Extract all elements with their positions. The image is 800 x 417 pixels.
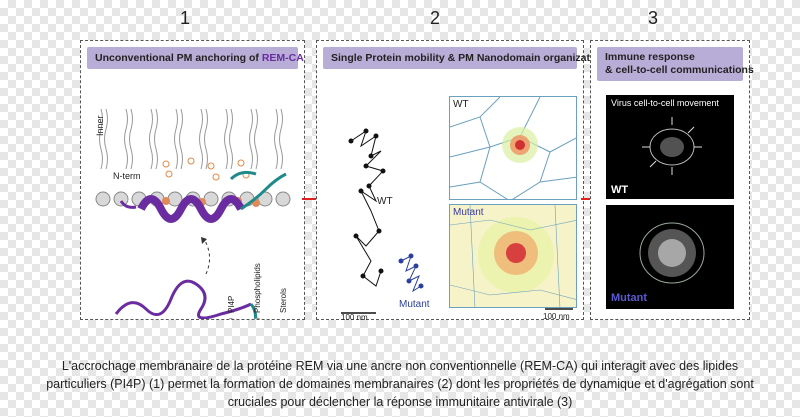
virus-spread-wt — [642, 117, 702, 175]
panel3-header: Immune response & cell-to-cell communica… — [597, 47, 754, 81]
legend-phospholipids: Phospholipids — [253, 263, 262, 313]
legend-sterols: Sterols — [279, 288, 288, 313]
sterol-loops — [162, 157, 250, 181]
figure-caption: L'accrochage membranaire de la protéine … — [10, 357, 790, 411]
panel1-title: Unconventional PM anchoring of — [95, 52, 259, 64]
panel3-mutant-label: Mutant — [611, 292, 648, 304]
legend-icons — [228, 317, 260, 319]
caption-line-1: L'accrochage membranaire de la protéine … — [61, 359, 739, 373]
virus-image-mutant — [606, 205, 734, 309]
rem-ca-helix — [119, 170, 287, 223]
transition-arrow — [203, 238, 210, 275]
legend-pi4p: PI4P — [227, 295, 236, 313]
map-mutant-label: Mutant — [453, 207, 484, 218]
virus-image-wt — [606, 95, 734, 199]
nterm-label: N-term — [113, 171, 141, 181]
caption-line-3: cruciales pour déclencher la réponse imm… — [227, 395, 573, 409]
step-number-2: 2 — [430, 8, 441, 28]
scale-bar-right — [545, 308, 573, 310]
step-number-1: 1 — [180, 8, 191, 28]
panel-membrane-anchoring: Unconventional PM anchoring of REM-CA — [80, 40, 305, 320]
wt-track — [348, 128, 386, 287]
voronoi-wt — [450, 97, 576, 199]
panel-nanodomain: Single Protein mobility & PM Nanodomain … — [316, 40, 606, 322]
panel2-header: Single Protein mobility & PM Nanodomain … — [323, 47, 606, 69]
panel1-title-highlight: REM-CA — [261, 52, 304, 64]
panel3-title-line2: & cell-to-cell communications — [605, 64, 754, 76]
scale-label-right: 100 nm — [543, 312, 570, 321]
virus-movement-label: Virus cell-to-cell movement — [611, 98, 719, 108]
virus-spread-mutant — [639, 222, 705, 284]
panel3-wt-label: WT — [611, 184, 629, 196]
mutant-track-label: Mutant — [399, 299, 430, 310]
panel2-title: Single Protein mobility & PM Nanodomain … — [331, 52, 606, 64]
nanodomain-map-mutant — [449, 204, 577, 308]
step-number-3: 3 — [648, 8, 659, 28]
single-protein-tracks — [341, 128, 424, 314]
panel-immune-response: Immune response & cell-to-cell communica… — [590, 40, 754, 320]
nanodomain-map-wt — [449, 96, 577, 200]
caption-line-2: particuliers (PI4P) (1) permet la format… — [46, 377, 754, 391]
membrane-illustration — [95, 108, 291, 319]
unfolded-protein — [114, 279, 252, 319]
inner-label: Inner — [95, 115, 105, 136]
voronoi-mutant — [450, 205, 576, 307]
mutant-track — [398, 253, 424, 293]
panel3-title-line1: Immune response — [605, 51, 695, 63]
wt-track-label: WT — [377, 196, 393, 207]
map-wt-label: WT — [453, 99, 469, 110]
panel1-header: Unconventional PM anchoring of REM-CA — [87, 47, 304, 69]
lipid-tails — [99, 108, 283, 170]
scale-label-left: 100 nm — [341, 313, 368, 322]
